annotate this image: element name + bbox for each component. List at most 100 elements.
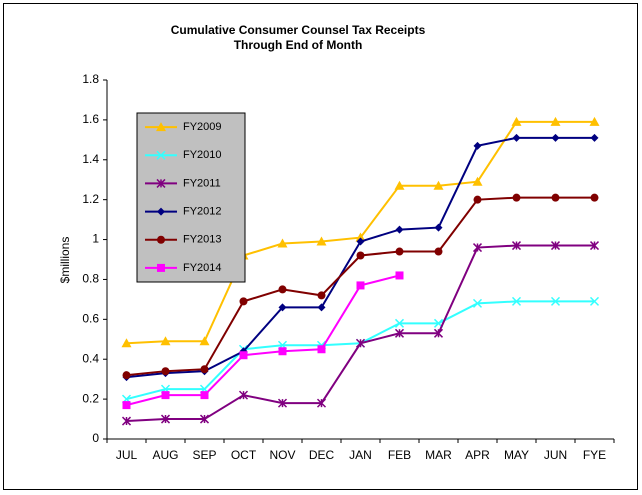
marker bbox=[589, 116, 600, 126]
marker bbox=[473, 141, 482, 150]
y-tick-label: 1.4 bbox=[82, 152, 99, 166]
marker bbox=[278, 347, 287, 356]
y-tick-label: 1.6 bbox=[82, 112, 99, 126]
marker bbox=[590, 193, 599, 202]
marker bbox=[239, 351, 248, 360]
marker bbox=[157, 207, 165, 216]
y-tick-label: 0.4 bbox=[82, 351, 99, 365]
marker bbox=[511, 241, 522, 251]
marker bbox=[157, 235, 165, 244]
marker bbox=[160, 336, 171, 346]
marker bbox=[122, 371, 131, 380]
series-line bbox=[126, 274, 400, 407]
marker bbox=[161, 367, 170, 376]
chart-subtitle: Through End of Month bbox=[234, 38, 363, 52]
marker bbox=[550, 296, 561, 306]
marker bbox=[511, 296, 522, 306]
marker bbox=[317, 291, 326, 300]
marker bbox=[355, 232, 366, 242]
marker bbox=[316, 236, 327, 246]
marker bbox=[550, 116, 561, 126]
marker bbox=[356, 281, 365, 290]
legend-label: FY2011 bbox=[183, 177, 221, 189]
legend-label: FY2012 bbox=[183, 205, 222, 217]
legend: FY2009 FY2010 FY2011 FY2012 FY2013 FY2014 bbox=[136, 112, 246, 283]
marker bbox=[511, 116, 522, 126]
marker bbox=[156, 122, 166, 132]
x-tick-label: DEC bbox=[309, 448, 335, 462]
marker bbox=[199, 414, 210, 424]
y-tick-label: 1.8 bbox=[82, 72, 99, 86]
y-tick-label: 1.2 bbox=[82, 192, 99, 206]
marker bbox=[395, 271, 404, 280]
marker bbox=[550, 241, 561, 251]
chart-title: Cumulative Consumer Counsel Tax Receipts bbox=[171, 23, 426, 37]
marker bbox=[512, 193, 521, 202]
marker bbox=[589, 296, 600, 306]
marker bbox=[512, 133, 521, 142]
marker bbox=[200, 365, 209, 374]
marker bbox=[472, 176, 483, 186]
marker bbox=[199, 336, 210, 346]
marker bbox=[121, 338, 132, 348]
marker bbox=[277, 238, 288, 248]
y-tick-label: 1 bbox=[92, 232, 99, 246]
marker bbox=[473, 195, 482, 204]
marker bbox=[157, 263, 165, 272]
marker bbox=[239, 297, 248, 306]
marker bbox=[551, 193, 560, 202]
x-tick-label: MAY bbox=[504, 448, 529, 462]
marker bbox=[161, 391, 170, 400]
x-tick-label: APR bbox=[465, 448, 490, 462]
y-tick-label: 0.6 bbox=[82, 312, 99, 326]
legend-box bbox=[136, 112, 246, 283]
marker bbox=[395, 225, 404, 234]
marker bbox=[278, 303, 287, 312]
x-tick-label: FYE bbox=[583, 448, 606, 462]
marker bbox=[394, 318, 405, 328]
legend-label: FY2010 bbox=[183, 149, 222, 161]
marker bbox=[200, 391, 209, 400]
marker bbox=[122, 401, 131, 410]
y-tick-label: 0 bbox=[92, 431, 99, 445]
x-tick-label: FEB bbox=[388, 448, 411, 462]
marker bbox=[394, 328, 405, 338]
x-tick-label: AUG bbox=[152, 448, 178, 462]
marker bbox=[434, 247, 443, 256]
x-tick-label: NOV bbox=[269, 448, 295, 462]
marker bbox=[316, 398, 327, 408]
x-tick-label: OCT bbox=[231, 448, 257, 462]
marker bbox=[433, 328, 444, 338]
marker bbox=[238, 390, 249, 400]
y-axis-label: $millions bbox=[58, 237, 72, 284]
marker bbox=[433, 180, 444, 190]
marker bbox=[590, 133, 599, 142]
legend-label: FY2014 bbox=[183, 262, 222, 274]
marker bbox=[551, 133, 560, 142]
x-tick-label: JAN bbox=[349, 448, 372, 462]
x-tick-label: MAR bbox=[425, 448, 452, 462]
legend-label: FY2009 bbox=[183, 121, 222, 133]
marker bbox=[472, 243, 483, 253]
y-tick-label: 0.2 bbox=[82, 391, 99, 405]
marker bbox=[356, 237, 365, 246]
marker bbox=[121, 416, 132, 426]
marker bbox=[394, 180, 405, 190]
x-tick-label: JUN bbox=[544, 448, 567, 462]
marker bbox=[589, 241, 600, 251]
marker bbox=[395, 247, 404, 256]
marker bbox=[278, 285, 287, 294]
marker bbox=[472, 298, 483, 308]
marker bbox=[160, 414, 171, 424]
x-tick-label: SEP bbox=[192, 448, 216, 462]
marker bbox=[434, 223, 443, 232]
marker bbox=[156, 178, 166, 188]
marker bbox=[277, 398, 288, 408]
marker bbox=[156, 150, 166, 160]
x-tick-label: JUL bbox=[116, 448, 138, 462]
marker bbox=[355, 338, 366, 348]
marker bbox=[317, 303, 326, 312]
marker bbox=[356, 251, 365, 260]
y-tick-label: 0.8 bbox=[82, 272, 99, 286]
